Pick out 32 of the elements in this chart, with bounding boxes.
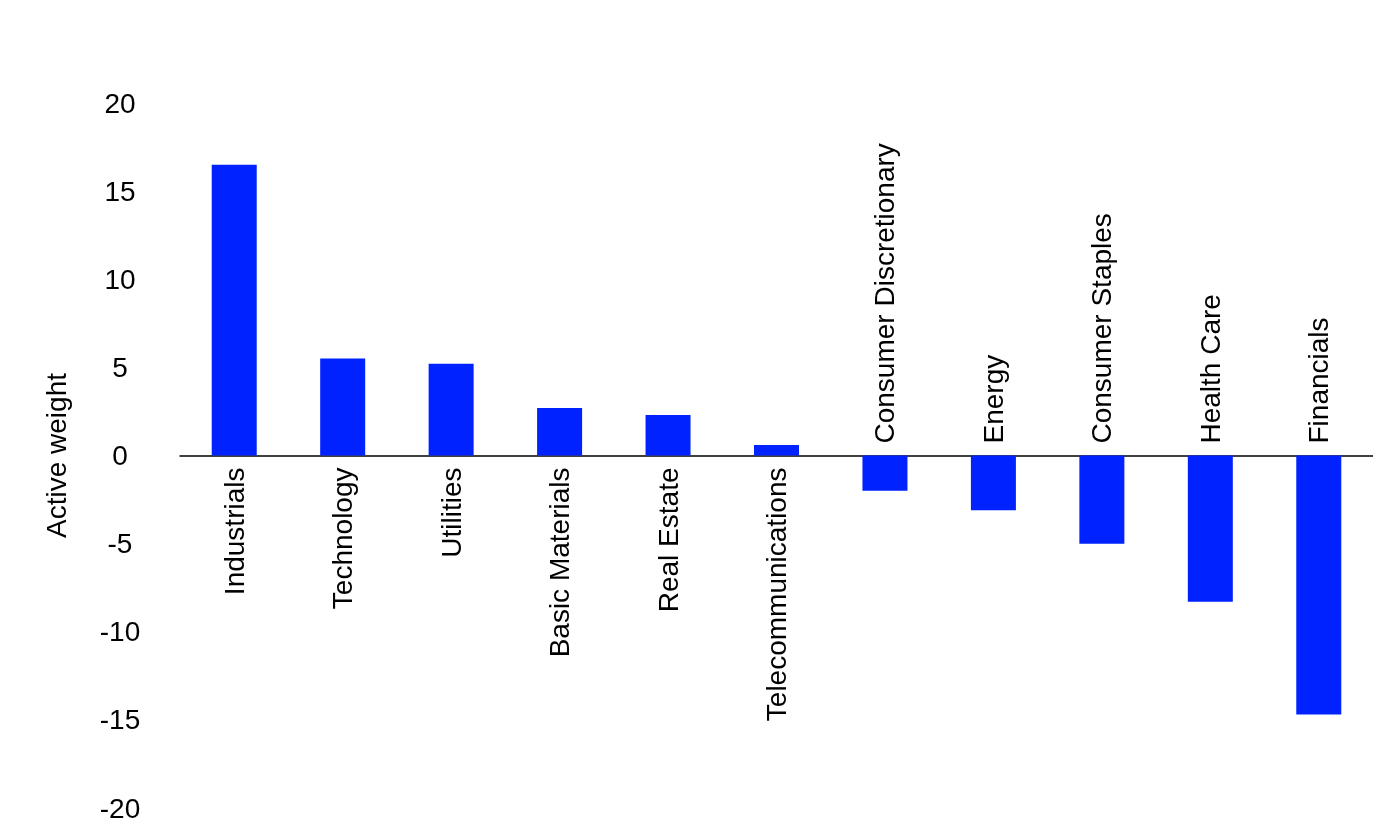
y-axis-title: Active weight — [40, 372, 72, 538]
bar — [754, 444, 799, 456]
x-tick-label: Health Care — [1194, 294, 1226, 444]
x-tick-label: Telecommunications — [761, 467, 792, 722]
y-tick-label: -20 — [99, 792, 141, 824]
y-tick-label: -5 — [107, 528, 133, 560]
bar — [320, 358, 366, 456]
x-tick-label: Energy — [977, 354, 1009, 444]
bar — [862, 455, 908, 491]
bar — [537, 407, 583, 456]
y-tick-label: 15 — [104, 175, 136, 207]
bar — [1079, 455, 1125, 544]
x-tick-label: Utilities — [435, 467, 467, 558]
bar — [970, 455, 1016, 511]
y-tick-label: -15 — [99, 704, 141, 736]
bar — [645, 414, 691, 456]
bar — [1187, 455, 1233, 602]
y-tick-label: 0 — [112, 440, 128, 471]
x-tick-label: Industrials — [218, 467, 250, 596]
bar — [211, 164, 257, 456]
x-tick-label: Real Estate — [652, 467, 684, 613]
y-tick-label: 10 — [104, 263, 136, 295]
x-tick-label: Financials — [1303, 317, 1335, 444]
bar — [428, 363, 474, 456]
y-tick-label: 5 — [112, 351, 128, 383]
x-tick-label: Basic Materials — [544, 467, 576, 658]
y-tick-label: -10 — [99, 616, 141, 648]
x-tick-label: Technology — [327, 467, 359, 610]
bar — [1296, 455, 1342, 715]
y-tick-label: 20 — [104, 87, 136, 119]
x-tick-label: Consumer Staples — [1086, 213, 1118, 444]
x-tick-label: Consumer Discretionary — [869, 143, 901, 444]
